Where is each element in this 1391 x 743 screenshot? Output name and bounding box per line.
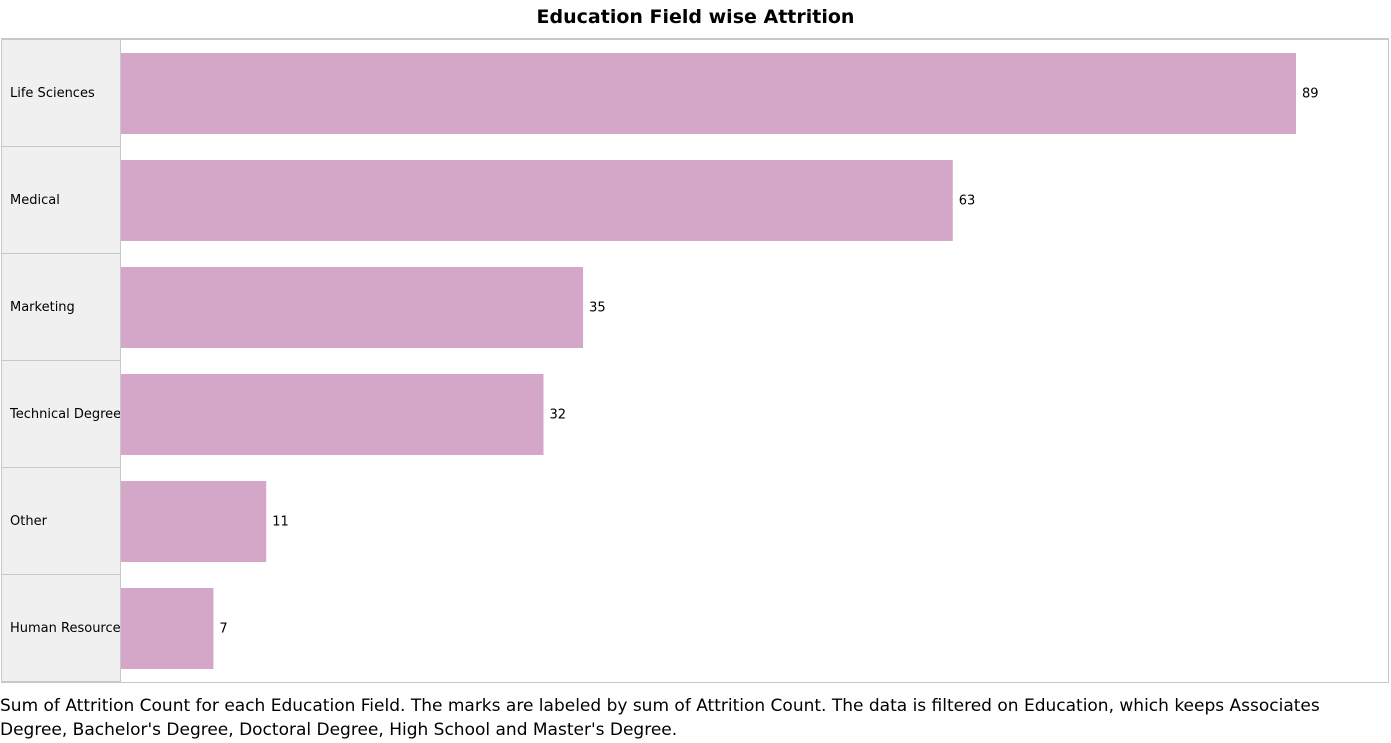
- bar-1: [121, 160, 953, 241]
- chart-title: Education Field wise Attrition: [536, 6, 855, 28]
- row-headers: Life Sciences Medical Marketing Technical D…: [2, 40, 121, 682]
- row-header-1: Medical: [2, 147, 121, 254]
- bar-4: [121, 481, 267, 562]
- chart-caption: Sum of Attrition Count for each Educatio…: [0, 696, 1320, 740]
- chart-frame: Life Sciences Medical Marketing Technical D…: [1, 38, 1389, 683]
- row-header-2: Marketing: [2, 254, 121, 361]
- row-header-4: Other: [2, 468, 121, 575]
- bar-0: [121, 53, 1296, 134]
- row-header-0: Life Sciences: [2, 40, 121, 147]
- row-header-5: Human Resources: [2, 575, 121, 682]
- bar-5: [121, 588, 214, 669]
- data-label-5: 7: [219, 622, 227, 637]
- data-label-2: 35: [589, 301, 606, 316]
- bar-plot: 89 63 35 32 11 7: [121, 53, 1319, 669]
- data-label-4: 11: [272, 515, 289, 530]
- row-header-3: Technical Degree: [2, 361, 121, 468]
- bar-3: [121, 374, 544, 455]
- bar-2: [121, 267, 584, 348]
- data-label-0: 89: [1302, 87, 1319, 102]
- data-label-3: 32: [549, 408, 566, 423]
- data-label-1: 63: [959, 194, 976, 209]
